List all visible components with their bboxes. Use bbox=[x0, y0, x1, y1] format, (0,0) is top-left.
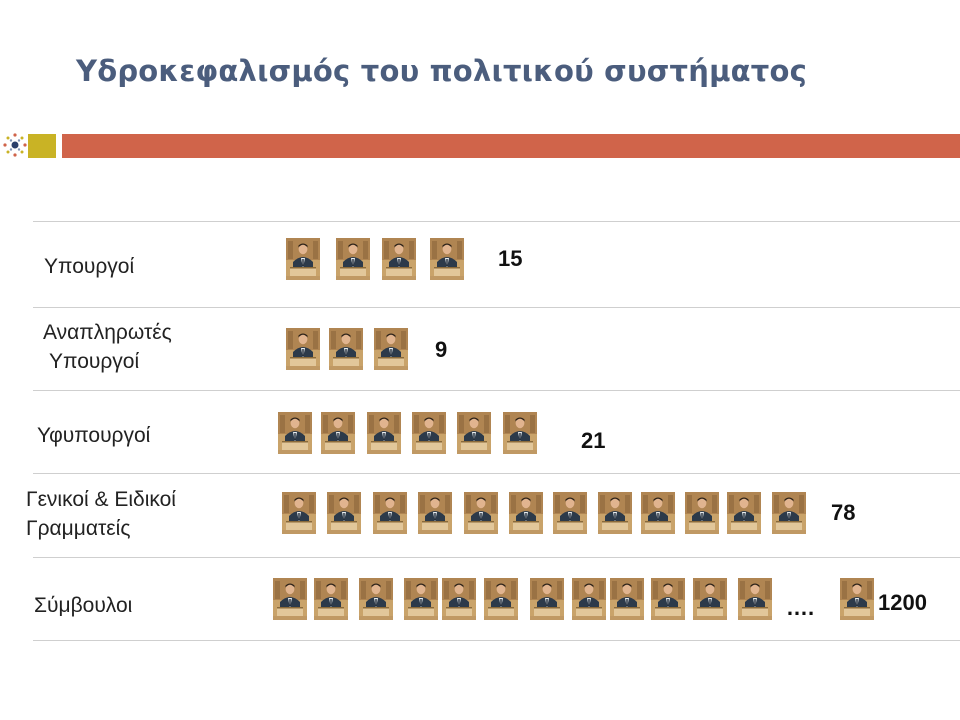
category-label-line: Υπουργοί bbox=[44, 255, 135, 278]
sunburst-dots-icon bbox=[3, 133, 27, 157]
person-at-podium-icon bbox=[282, 492, 316, 534]
person-at-podium-icon bbox=[336, 238, 370, 280]
row-divider bbox=[33, 390, 960, 391]
person-at-podium-icon bbox=[840, 578, 874, 620]
person-at-podium-icon bbox=[610, 578, 644, 620]
value-label: 78 bbox=[831, 500, 856, 525]
person-at-podium-icon bbox=[598, 492, 632, 534]
person-at-podium-icon bbox=[314, 578, 348, 620]
value-label: 21 bbox=[581, 428, 606, 453]
person-at-podium-icon bbox=[464, 492, 498, 534]
accent-square bbox=[28, 134, 56, 158]
category-label-ministers: Υπουργοί bbox=[44, 252, 134, 281]
row-divider bbox=[33, 221, 960, 222]
category-label-line: Σύμβουλοι bbox=[34, 594, 133, 617]
slide-title: Υδροκεφαλισμός του πολιτικού συστήματος bbox=[76, 54, 807, 88]
category-label-line: Γραμματείς bbox=[26, 517, 131, 540]
person-at-podium-icon bbox=[457, 412, 491, 454]
category-label-vice-ministers: Υφυπουργοί bbox=[37, 421, 150, 450]
person-at-podium-icon bbox=[382, 238, 416, 280]
person-at-podium-icon bbox=[442, 578, 476, 620]
person-at-podium-icon bbox=[727, 492, 761, 534]
row-divider bbox=[33, 307, 960, 308]
person-at-podium-icon bbox=[693, 578, 727, 620]
category-label-advisors: Σύμβουλοι bbox=[34, 591, 132, 620]
person-at-podium-icon bbox=[418, 492, 452, 534]
person-at-podium-icon bbox=[412, 412, 446, 454]
row-divider bbox=[33, 640, 960, 641]
person-at-podium-icon bbox=[359, 578, 393, 620]
person-at-podium-icon bbox=[329, 328, 363, 370]
person-at-podium-icon bbox=[685, 492, 719, 534]
person-at-podium-icon bbox=[278, 412, 312, 454]
person-at-podium-icon bbox=[641, 492, 675, 534]
person-at-podium-icon bbox=[286, 328, 320, 370]
category-label-line: Υφυπουργοί bbox=[37, 424, 151, 447]
person-at-podium-icon bbox=[367, 412, 401, 454]
person-at-podium-icon bbox=[509, 492, 543, 534]
person-at-podium-icon bbox=[651, 578, 685, 620]
category-label-secretaries: Γενικοί & Ειδικοί Γραμματείς bbox=[26, 485, 176, 543]
person-at-podium-icon bbox=[738, 578, 772, 620]
person-at-podium-icon bbox=[321, 412, 355, 454]
person-at-podium-icon bbox=[503, 412, 537, 454]
person-at-podium-icon bbox=[286, 238, 320, 280]
row-divider bbox=[33, 557, 960, 558]
row-divider bbox=[33, 473, 960, 474]
person-at-podium-icon bbox=[373, 492, 407, 534]
category-label-deputy-ministers: Αναπληρωτές Υπουργοί bbox=[43, 318, 172, 376]
person-at-podium-icon bbox=[404, 578, 438, 620]
truncation-dots: …. bbox=[786, 595, 815, 620]
person-at-podium-icon bbox=[484, 578, 518, 620]
value-label: 1200 bbox=[878, 590, 927, 615]
value-label: 15 bbox=[498, 246, 523, 271]
person-at-podium-icon bbox=[273, 578, 307, 620]
person-at-podium-icon bbox=[772, 492, 806, 534]
accent-bar bbox=[62, 134, 960, 158]
person-at-podium-icon bbox=[430, 238, 464, 280]
person-at-podium-icon bbox=[374, 328, 408, 370]
category-label-line: Υπουργοί bbox=[49, 350, 140, 373]
person-at-podium-icon bbox=[553, 492, 587, 534]
value-label: 9 bbox=[435, 337, 448, 362]
person-at-podium-icon bbox=[572, 578, 606, 620]
category-label-line: Αναπληρωτές bbox=[43, 321, 172, 344]
person-at-podium-icon bbox=[530, 578, 564, 620]
category-label-line: Γενικοί & Ειδικοί bbox=[26, 488, 176, 511]
person-at-podium-icon bbox=[327, 492, 361, 534]
